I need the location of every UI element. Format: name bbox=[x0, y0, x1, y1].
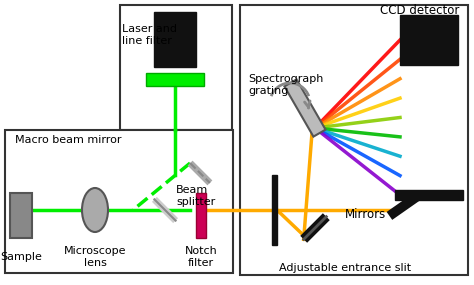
Text: Beam
splitter: Beam splitter bbox=[176, 185, 215, 207]
Bar bbox=[196, 193, 206, 238]
Text: Sample: Sample bbox=[0, 252, 42, 262]
Text: Adjustable entrance slit: Adjustable entrance slit bbox=[279, 263, 411, 273]
Text: Microscope
lens: Microscope lens bbox=[64, 246, 126, 268]
Ellipse shape bbox=[82, 188, 108, 232]
Text: Laser and
line filter: Laser and line filter bbox=[122, 24, 177, 46]
Bar bbox=[146, 73, 204, 86]
Bar bbox=[272, 175, 277, 245]
Polygon shape bbox=[284, 80, 326, 137]
Bar bbox=[154, 12, 196, 67]
Bar bbox=[240, 5, 468, 275]
Text: Notch
filter: Notch filter bbox=[185, 246, 218, 268]
Bar bbox=[395, 190, 463, 200]
Text: Mirrors: Mirrors bbox=[345, 209, 386, 221]
Bar bbox=[400, 15, 458, 65]
Text: Spectrograph
grating: Spectrograph grating bbox=[248, 74, 323, 96]
Bar bbox=[10, 193, 32, 238]
Bar bbox=[120, 5, 232, 130]
Text: Macro beam mirror: Macro beam mirror bbox=[15, 135, 121, 145]
Bar bbox=[5, 130, 233, 273]
Text: CCD detector: CCD detector bbox=[380, 3, 460, 17]
